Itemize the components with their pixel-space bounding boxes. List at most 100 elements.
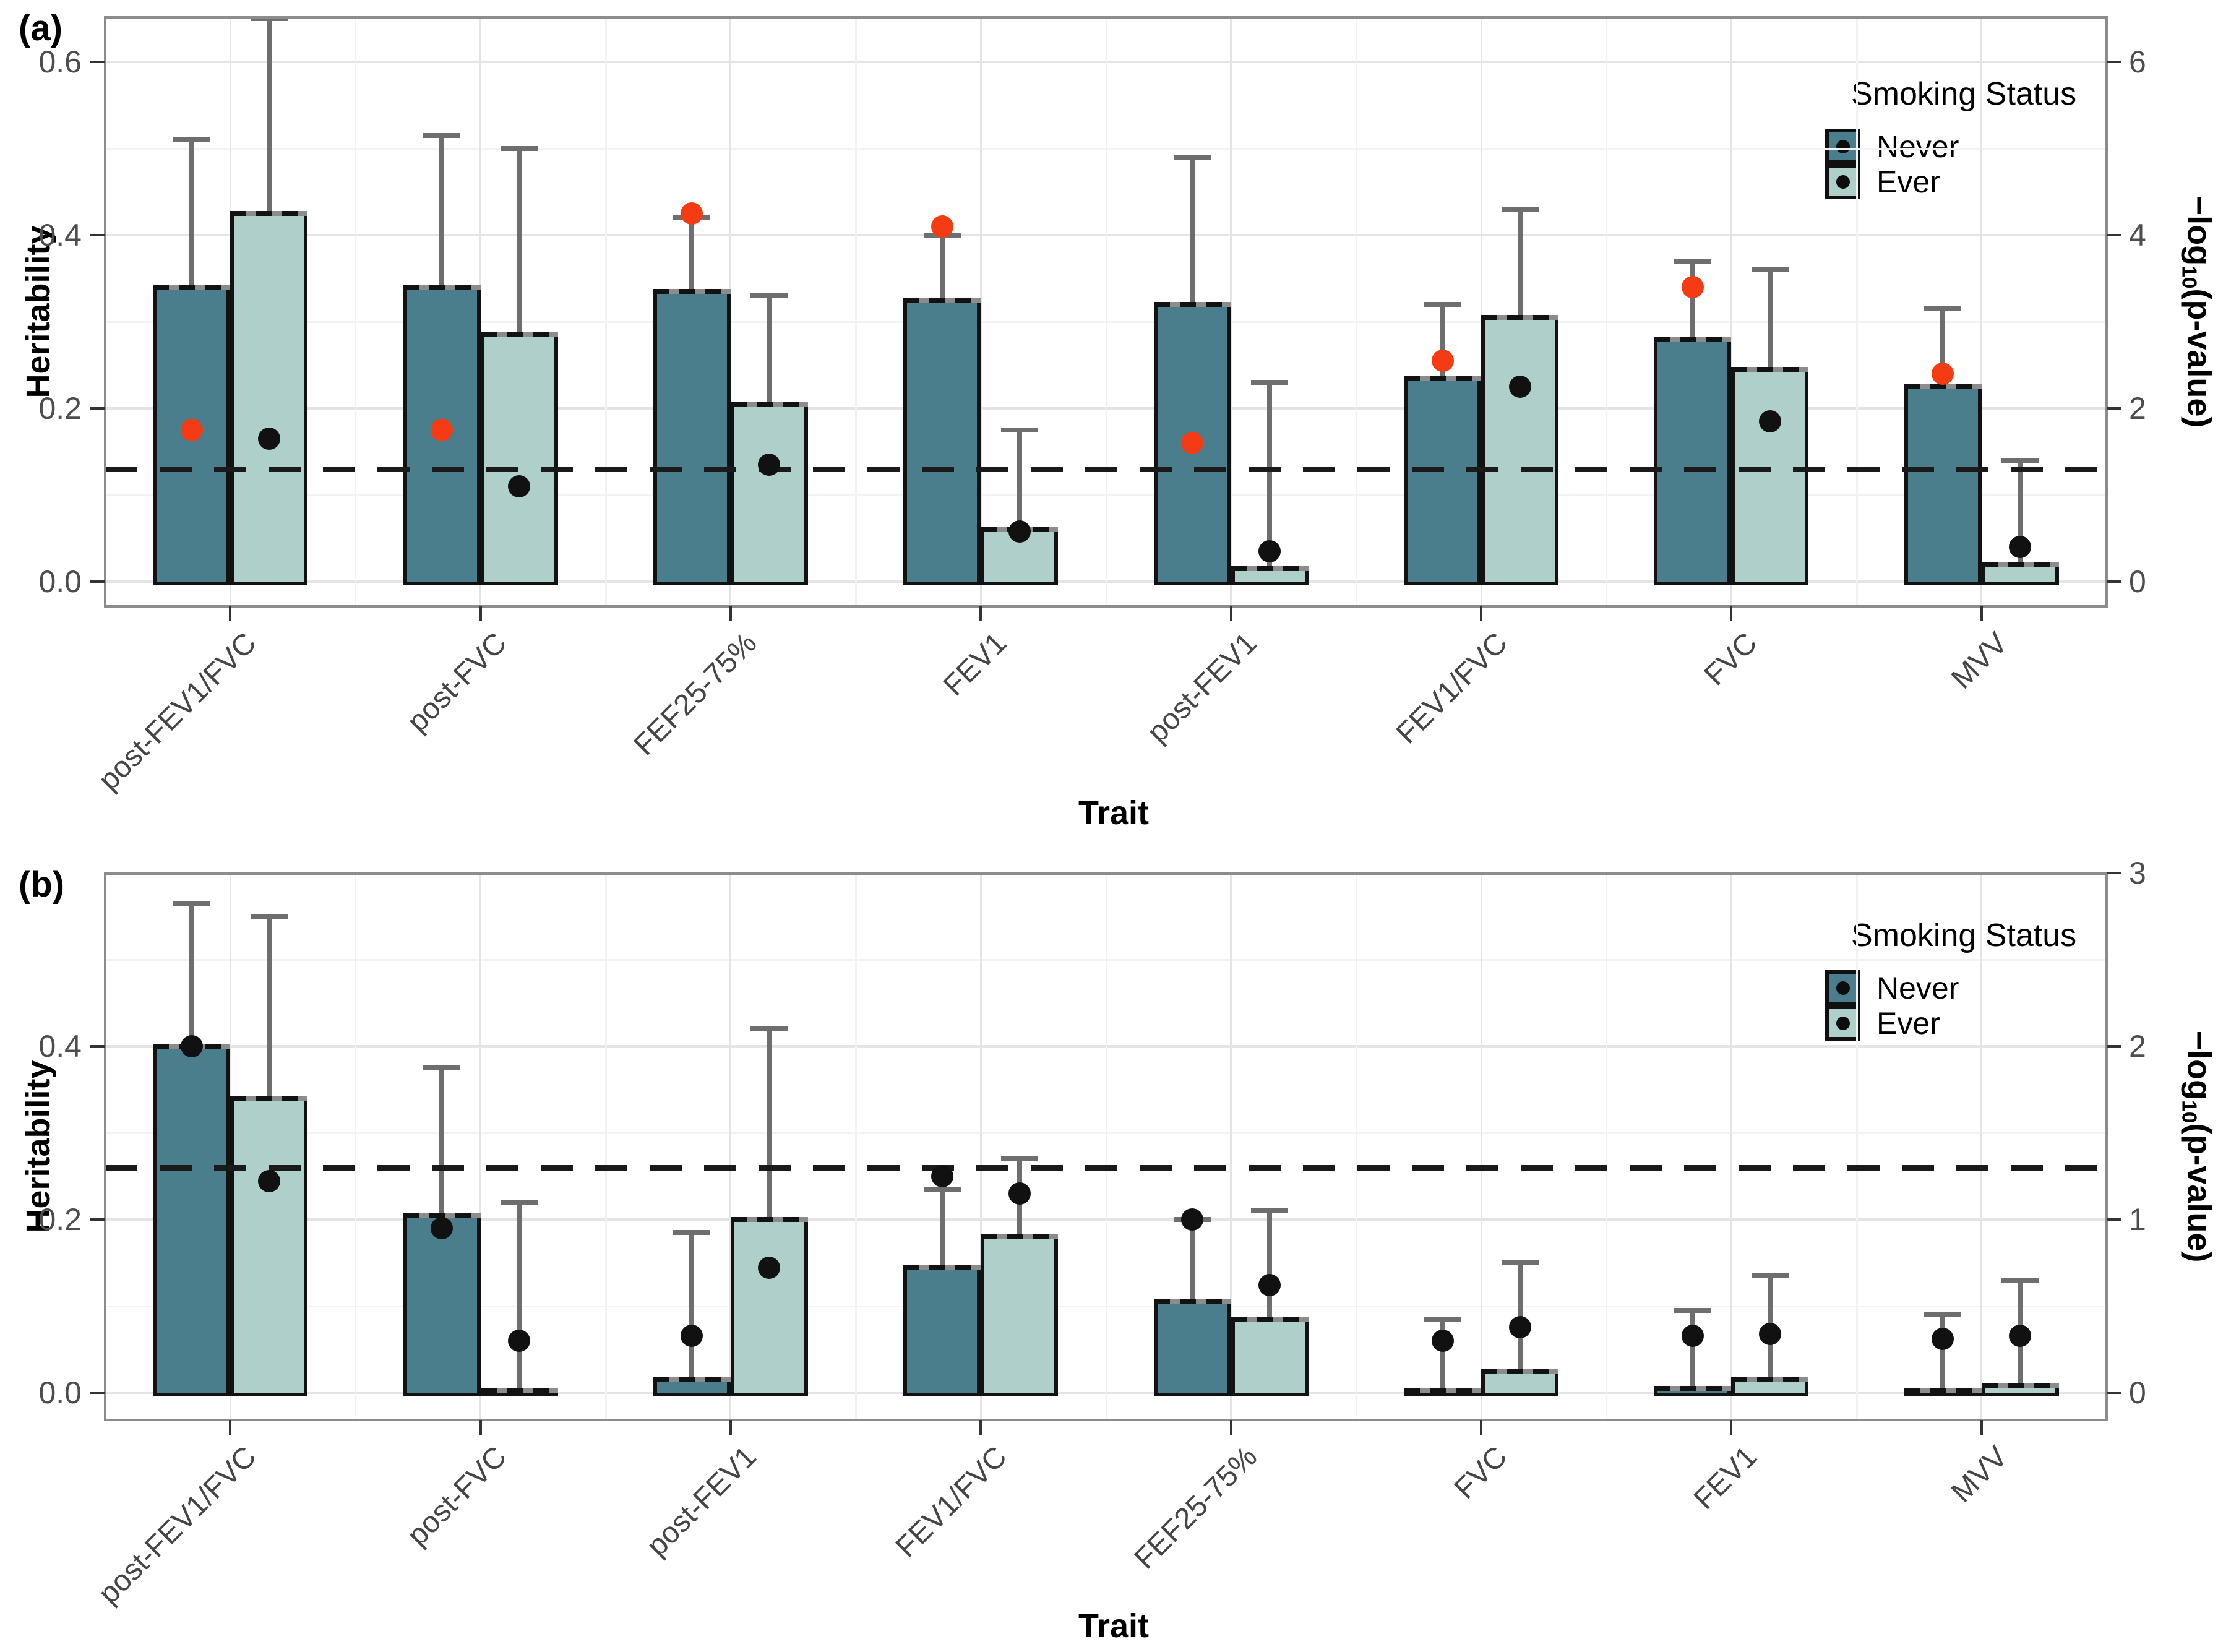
panel-a-x-axis-title: Trait [1078,794,1150,832]
panel-border [104,872,2108,1421]
legend-dot-icon [1836,1016,1850,1030]
legend-title: Smoking Status [1851,918,2077,953]
bar-top-dashed-edge [981,1234,1059,1239]
error-bar-line [1190,157,1195,304]
bar-never [903,300,981,585]
pvalue-dot-ever [1008,520,1031,543]
y-axis-tick [90,1218,105,1221]
significance-threshold-line [105,1164,2107,1171]
y-axis-tick [90,61,105,63]
gridline-major-v [1230,17,1232,606]
bar-top-dashed-edge [1904,384,1982,389]
error-bar-cap-top [423,133,461,138]
x-axis-tick [479,1420,482,1435]
right-axis-tick-label: 6 [2129,45,2146,79]
gridline-major-v [1980,17,1983,606]
gridline-minor-v [1355,874,1357,1420]
right-axis-tick [2107,407,2121,410]
right-axis-title-suffix: (p-value) [2180,288,2218,428]
gridline-major-v [1980,874,1983,1420]
pvalue-dot-ever [257,428,280,450]
x-axis-tick-label: FVC [1448,1440,1514,1506]
error-bar-cap-top [1674,259,1711,264]
pvalue-dot-never [180,419,203,441]
gridline-minor-v [1855,874,1858,1420]
error-bar-cap-top [250,914,288,919]
bar-top-dashed-edge [1654,337,1732,342]
gridline-minor-v [1606,874,1608,1420]
pvalue-dot-ever [508,1330,531,1352]
bar-top-dashed-edge [1153,302,1231,307]
error-bar-cap-top [1501,207,1539,212]
bar-top-dashed-edge [1731,367,1809,372]
panel-a-legend: Smoking Status Never Ever [1825,75,2076,199]
x-axis-tick [229,606,232,621]
legend-dot-icon [1836,174,1850,189]
pvalue-dot-never [1681,276,1704,298]
y-axis-tick [90,580,105,583]
legend-label-never: Never [1876,970,1959,1005]
right-axis-tick-label: 0 [2129,1375,2146,1410]
x-axis-tick-label: post-FEV1 [640,1440,763,1563]
x-axis-tick [1730,1420,1733,1435]
error-bar-line [1190,1220,1195,1302]
bar-ever [981,1237,1059,1396]
pvalue-dot-ever [1258,1274,1281,1297]
x-axis-tick-label: MVV [1945,1440,2014,1509]
error-bar-cap-top [1174,155,1211,160]
right-axis-title-prefix: −log [2180,1030,2218,1101]
bar-never [653,1380,731,1396]
y-axis-tick-label: 0.4 [38,218,82,252]
x-axis-tick-label: MVV [1945,626,2014,695]
error-bar-line [1767,270,1773,369]
error-bar-line [939,1189,945,1267]
x-axis-tick [1980,606,1983,621]
bar-top-dashed-edge [1731,1377,1809,1382]
error-bar-line [1940,309,1946,387]
x-axis-tick [979,1420,982,1435]
right-axis-tick [2107,1045,2121,1048]
bar-top-dashed-edge [1481,315,1559,320]
x-axis-tick-label: FEV1 [1688,1440,1764,1516]
right-axis-title-sub: 10 [2177,265,2201,289]
y-axis-tick [90,407,105,410]
bar-ever [230,213,308,585]
error-bar-line [1440,304,1445,378]
gridline-major-v [1480,874,1482,1420]
x-axis-tick [479,606,482,621]
bar-top-dashed-edge [1404,376,1482,381]
bar-ever [1731,369,1809,585]
legend-dot-icon [1836,981,1850,995]
error-bar-cap-top [501,146,538,151]
pvalue-dot-never [1181,432,1204,454]
gridline-minor-v [1105,17,1107,606]
error-bar-cap-top [673,1230,711,1235]
error-bar-line [689,1233,695,1380]
error-bar-cap-top [1924,1312,1962,1317]
gridline-major-v [1730,17,1732,606]
pvalue-dot-never [931,215,953,238]
y-axis-tick [90,234,105,236]
error-bar-cap-top [2001,1278,2039,1283]
pvalue-dot-ever [1258,540,1281,562]
right-axis-tick-label: 2 [2129,391,2146,426]
pvalue-dot-never [1181,1208,1204,1231]
error-bar-cap-top [173,901,210,906]
right-axis-title-sub: 10 [2177,1100,2201,1124]
gridline-minor-v [1606,17,1608,606]
y-axis-tick [90,1392,105,1394]
x-axis-tick-label: FEF25-75% [1128,1440,1263,1576]
error-bar-line [1517,209,1523,317]
gridline-major-v [479,17,482,606]
error-bar-cap-top [1924,306,1962,311]
error-bar-line [2018,460,2023,564]
legend-item-ever: Ever [1825,164,2076,199]
gridline-major-v [1480,17,1482,606]
bar-never [1904,1390,1982,1396]
right-axis-tick [2107,872,2121,874]
gridline-major-v [1730,874,1732,1420]
legend-title: Smoking Status [1851,76,2077,112]
legend-item-ever: Ever [1825,1005,2076,1041]
gridline-major-v [729,17,732,606]
